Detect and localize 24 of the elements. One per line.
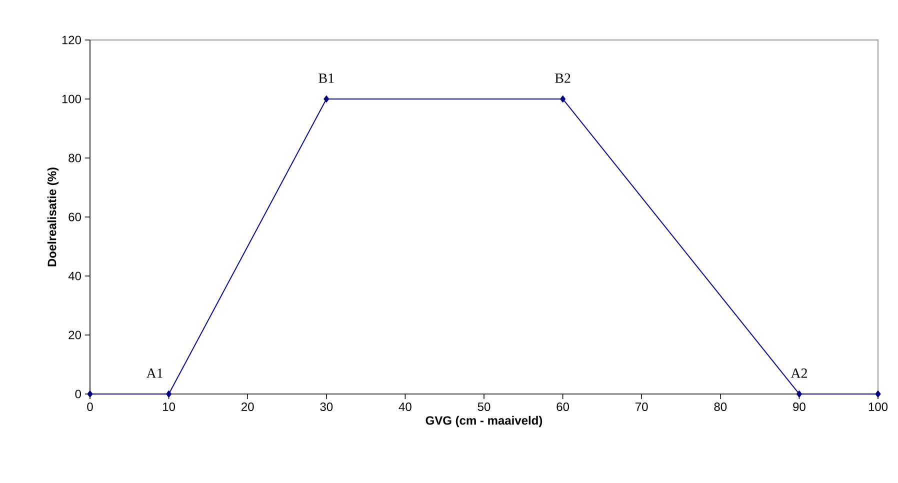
x-tick-label: 70 bbox=[636, 402, 648, 412]
x-tick-label: 80 bbox=[714, 402, 727, 412]
annotation: B2 bbox=[555, 73, 570, 83]
x-tick-label: 90 bbox=[793, 402, 806, 412]
x-tick-label: 10 bbox=[163, 402, 176, 412]
x-tick-label: 0 bbox=[87, 402, 93, 412]
y-tick-label: 80 bbox=[68, 154, 81, 162]
annotation: A2 bbox=[790, 368, 807, 378]
x-tick-label: 20 bbox=[242, 402, 254, 412]
y-tick-label: 40 bbox=[68, 272, 81, 280]
y-tick-label: 0 bbox=[75, 390, 82, 398]
x-tick-label: 40 bbox=[398, 402, 412, 412]
y-tick-label: 20 bbox=[68, 330, 81, 340]
y-tick-label: 100 bbox=[62, 94, 81, 104]
y-tick-label: 60 bbox=[68, 212, 81, 222]
x-tick-label: 50 bbox=[478, 402, 490, 412]
x-tick-label: 100 bbox=[868, 402, 888, 412]
x-tick-label: 30 bbox=[320, 402, 333, 412]
annotation: A1 bbox=[146, 368, 163, 378]
x-tick-label: 60 bbox=[556, 402, 570, 412]
x-axis-title: GVG (cm - maaiveld) bbox=[426, 416, 542, 428]
y-tick-label: 120 bbox=[62, 36, 81, 44]
y-axis-title: Doelrealisatie (%) bbox=[47, 168, 59, 266]
annotation: B1 bbox=[318, 74, 334, 83]
